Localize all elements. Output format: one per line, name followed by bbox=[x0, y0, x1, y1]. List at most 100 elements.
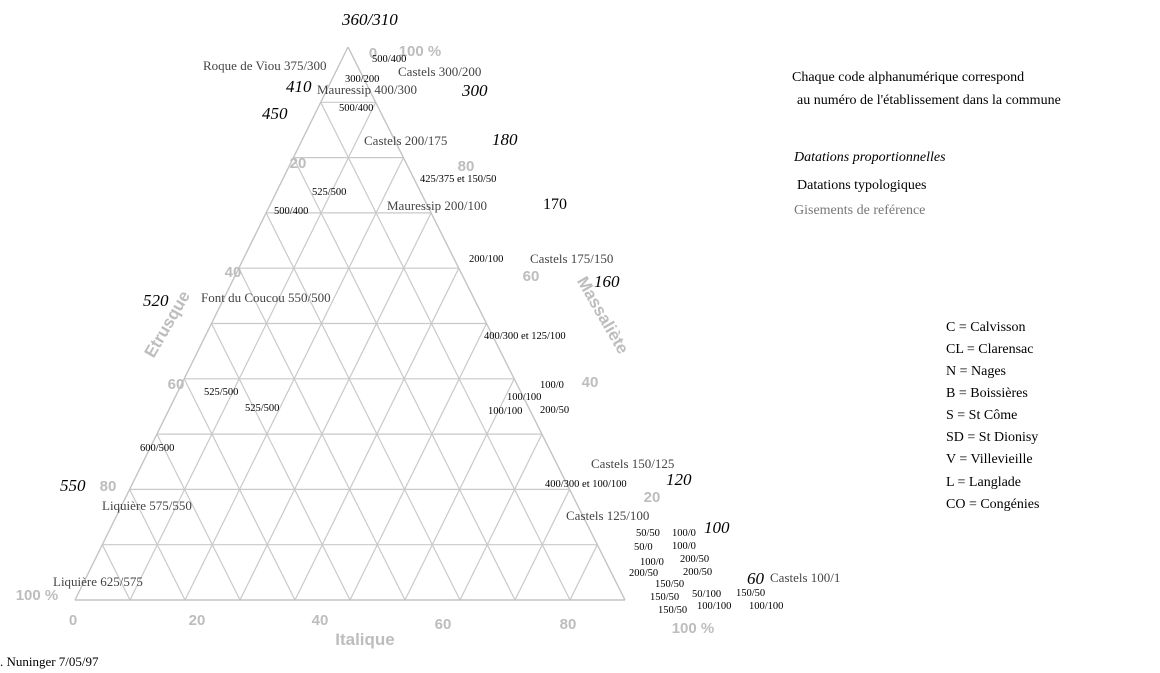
site-liquiere-575-550: Liquière 575/550 bbox=[102, 498, 192, 513]
code-label: 525/500 bbox=[312, 187, 346, 198]
tick-right-60: 60 bbox=[523, 268, 540, 285]
code-label: 100/0 bbox=[640, 557, 664, 568]
tick-left-100: 100 % bbox=[16, 587, 59, 604]
tick-left-80: 80 bbox=[100, 478, 117, 495]
prop-date-410: 410 bbox=[286, 77, 312, 96]
grid-line bbox=[459, 433, 543, 601]
tick-right-80: 80 bbox=[458, 158, 475, 175]
code-label: 150/50 bbox=[658, 605, 687, 616]
code-label: 50/50 bbox=[636, 528, 660, 539]
commune-item: N = Nages bbox=[946, 364, 1006, 379]
code-label: 200/50 bbox=[683, 567, 712, 578]
site-castels-125-100: Castels 125/100 bbox=[566, 508, 649, 523]
site-font-du-coucou: Font du Coucou 550/500 bbox=[201, 290, 331, 305]
tick-left-60: 60 bbox=[168, 376, 185, 393]
code-label: 100/100 bbox=[697, 601, 731, 612]
commune-item: V = Villevieille bbox=[946, 452, 1033, 467]
site-castels-150-125: Castels 150/125 bbox=[591, 456, 674, 471]
code-label: 200/100 bbox=[469, 254, 503, 265]
commune-list: C = Calvisson CL = Clarensac N = Nages B… bbox=[946, 320, 1039, 512]
prop-date-100: 100 bbox=[704, 518, 730, 537]
code-label: 150/50 bbox=[655, 579, 684, 590]
tick-right-0: 0 bbox=[369, 45, 377, 62]
grid-line bbox=[210, 323, 351, 601]
grid-line bbox=[101, 544, 131, 601]
commune-item: L = Langlade bbox=[946, 475, 1021, 490]
site-castels-200-175: Castels 200/175 bbox=[364, 133, 447, 148]
triangle-side-left bbox=[74, 46, 349, 601]
commune-item: B = Boissières bbox=[946, 386, 1028, 401]
credit-line: L. Nuninger 7/05/97 bbox=[0, 654, 99, 669]
grid-line bbox=[265, 212, 461, 601]
site-castels-300-200: Castels 300/200 bbox=[398, 64, 481, 79]
prop-date-120: 120 bbox=[666, 470, 692, 489]
site-mauressip-200-100: Mauressip 200/100 bbox=[387, 198, 487, 213]
grid-line bbox=[239, 212, 432, 601]
site-liquiere-625-575: Liquière 625/575 bbox=[53, 574, 143, 589]
code-label: 200/50 bbox=[680, 554, 709, 565]
commune-item: SD = St Dionisy bbox=[946, 430, 1038, 445]
prop-date-300: 300 bbox=[461, 81, 488, 100]
code-label: 100/0 bbox=[540, 380, 564, 391]
code-label: 400/300 et 125/100 bbox=[484, 331, 566, 342]
code-label: 100/100 bbox=[488, 406, 522, 417]
typo-date-170: 170 bbox=[543, 196, 567, 213]
legend-note-line1: Chaque code alphanumérique correspond bbox=[792, 70, 1024, 85]
prop-date-550: 550 bbox=[60, 476, 86, 495]
code-label: 300/200 bbox=[345, 74, 379, 85]
commune-item: CO = Congénies bbox=[946, 497, 1039, 512]
commune-item: S = St Côme bbox=[946, 408, 1017, 423]
code-label: 100/100 bbox=[507, 392, 541, 403]
prop-date-520: 520 bbox=[143, 291, 169, 310]
tick-bottom-60: 60 bbox=[435, 616, 452, 633]
tick-left-20: 20 bbox=[290, 155, 307, 172]
triangle-grid bbox=[74, 46, 626, 601]
code-label: 400/300 et 100/100 bbox=[545, 479, 627, 490]
tick-bottom-40: 40 bbox=[312, 612, 329, 629]
code-label: 50/0 bbox=[634, 542, 653, 553]
grid-line bbox=[320, 102, 571, 601]
legend-typological: Datations typologiques bbox=[797, 178, 927, 193]
site-castels-175-150: Castels 175/150 bbox=[530, 251, 613, 266]
commune-item: CL = Clarensac bbox=[946, 342, 1033, 357]
prop-date-180: 180 bbox=[492, 130, 518, 149]
axis-label-italique: Italique bbox=[335, 630, 395, 649]
code-label: 150/50 bbox=[650, 592, 679, 603]
prop-date-360-310: 360/310 bbox=[341, 10, 398, 29]
site-castels-100-1: Castels 100/1 bbox=[770, 570, 840, 585]
code-label: 100/0 bbox=[672, 541, 696, 552]
code-label: 100/0 bbox=[672, 528, 696, 539]
triangle-side-right bbox=[347, 46, 626, 601]
code-label: 100/100 bbox=[749, 601, 783, 612]
tick-bottom-100: 100 % bbox=[672, 620, 715, 637]
legend-reference: Gisements de reférence bbox=[794, 203, 925, 218]
prop-date-450: 450 bbox=[262, 104, 288, 123]
grid-line bbox=[569, 544, 598, 601]
code-label: 525/500 bbox=[245, 403, 279, 414]
grid-line bbox=[349, 323, 488, 601]
tick-bottom-20: 20 bbox=[189, 612, 206, 629]
tick-bottom-80: 80 bbox=[560, 616, 577, 633]
code-label: 425/375 et 150/50 bbox=[420, 174, 496, 185]
commune-item: C = Calvisson bbox=[946, 320, 1025, 335]
prop-date-60: 60 bbox=[747, 569, 765, 588]
tick-right-40: 40 bbox=[582, 374, 599, 391]
grid-line bbox=[129, 102, 377, 601]
tick-right-100: 100 % bbox=[399, 43, 442, 60]
tick-right-20: 20 bbox=[644, 489, 661, 506]
code-label: 600/500 bbox=[140, 443, 174, 454]
code-label: 200/50 bbox=[629, 568, 658, 579]
code-label: 525/500 bbox=[204, 387, 238, 398]
prop-date-160: 160 bbox=[594, 272, 620, 291]
code-label: 150/50 bbox=[736, 588, 765, 599]
code-label: 500/400 bbox=[372, 54, 406, 65]
legend-note-line2: au numéro de l'établissement dans la com… bbox=[797, 93, 1061, 108]
tick-bottom-0: 0 bbox=[69, 612, 77, 629]
grid-line bbox=[156, 433, 241, 601]
legend-proportional: Datations proportionnelles bbox=[793, 150, 946, 165]
code-label: 500/400 bbox=[339, 103, 373, 114]
code-label: 500/400 bbox=[274, 206, 308, 217]
legend-panel: Chaque code alphanumérique correspond au… bbox=[792, 70, 1061, 512]
tick-left-40: 40 bbox=[225, 264, 242, 281]
